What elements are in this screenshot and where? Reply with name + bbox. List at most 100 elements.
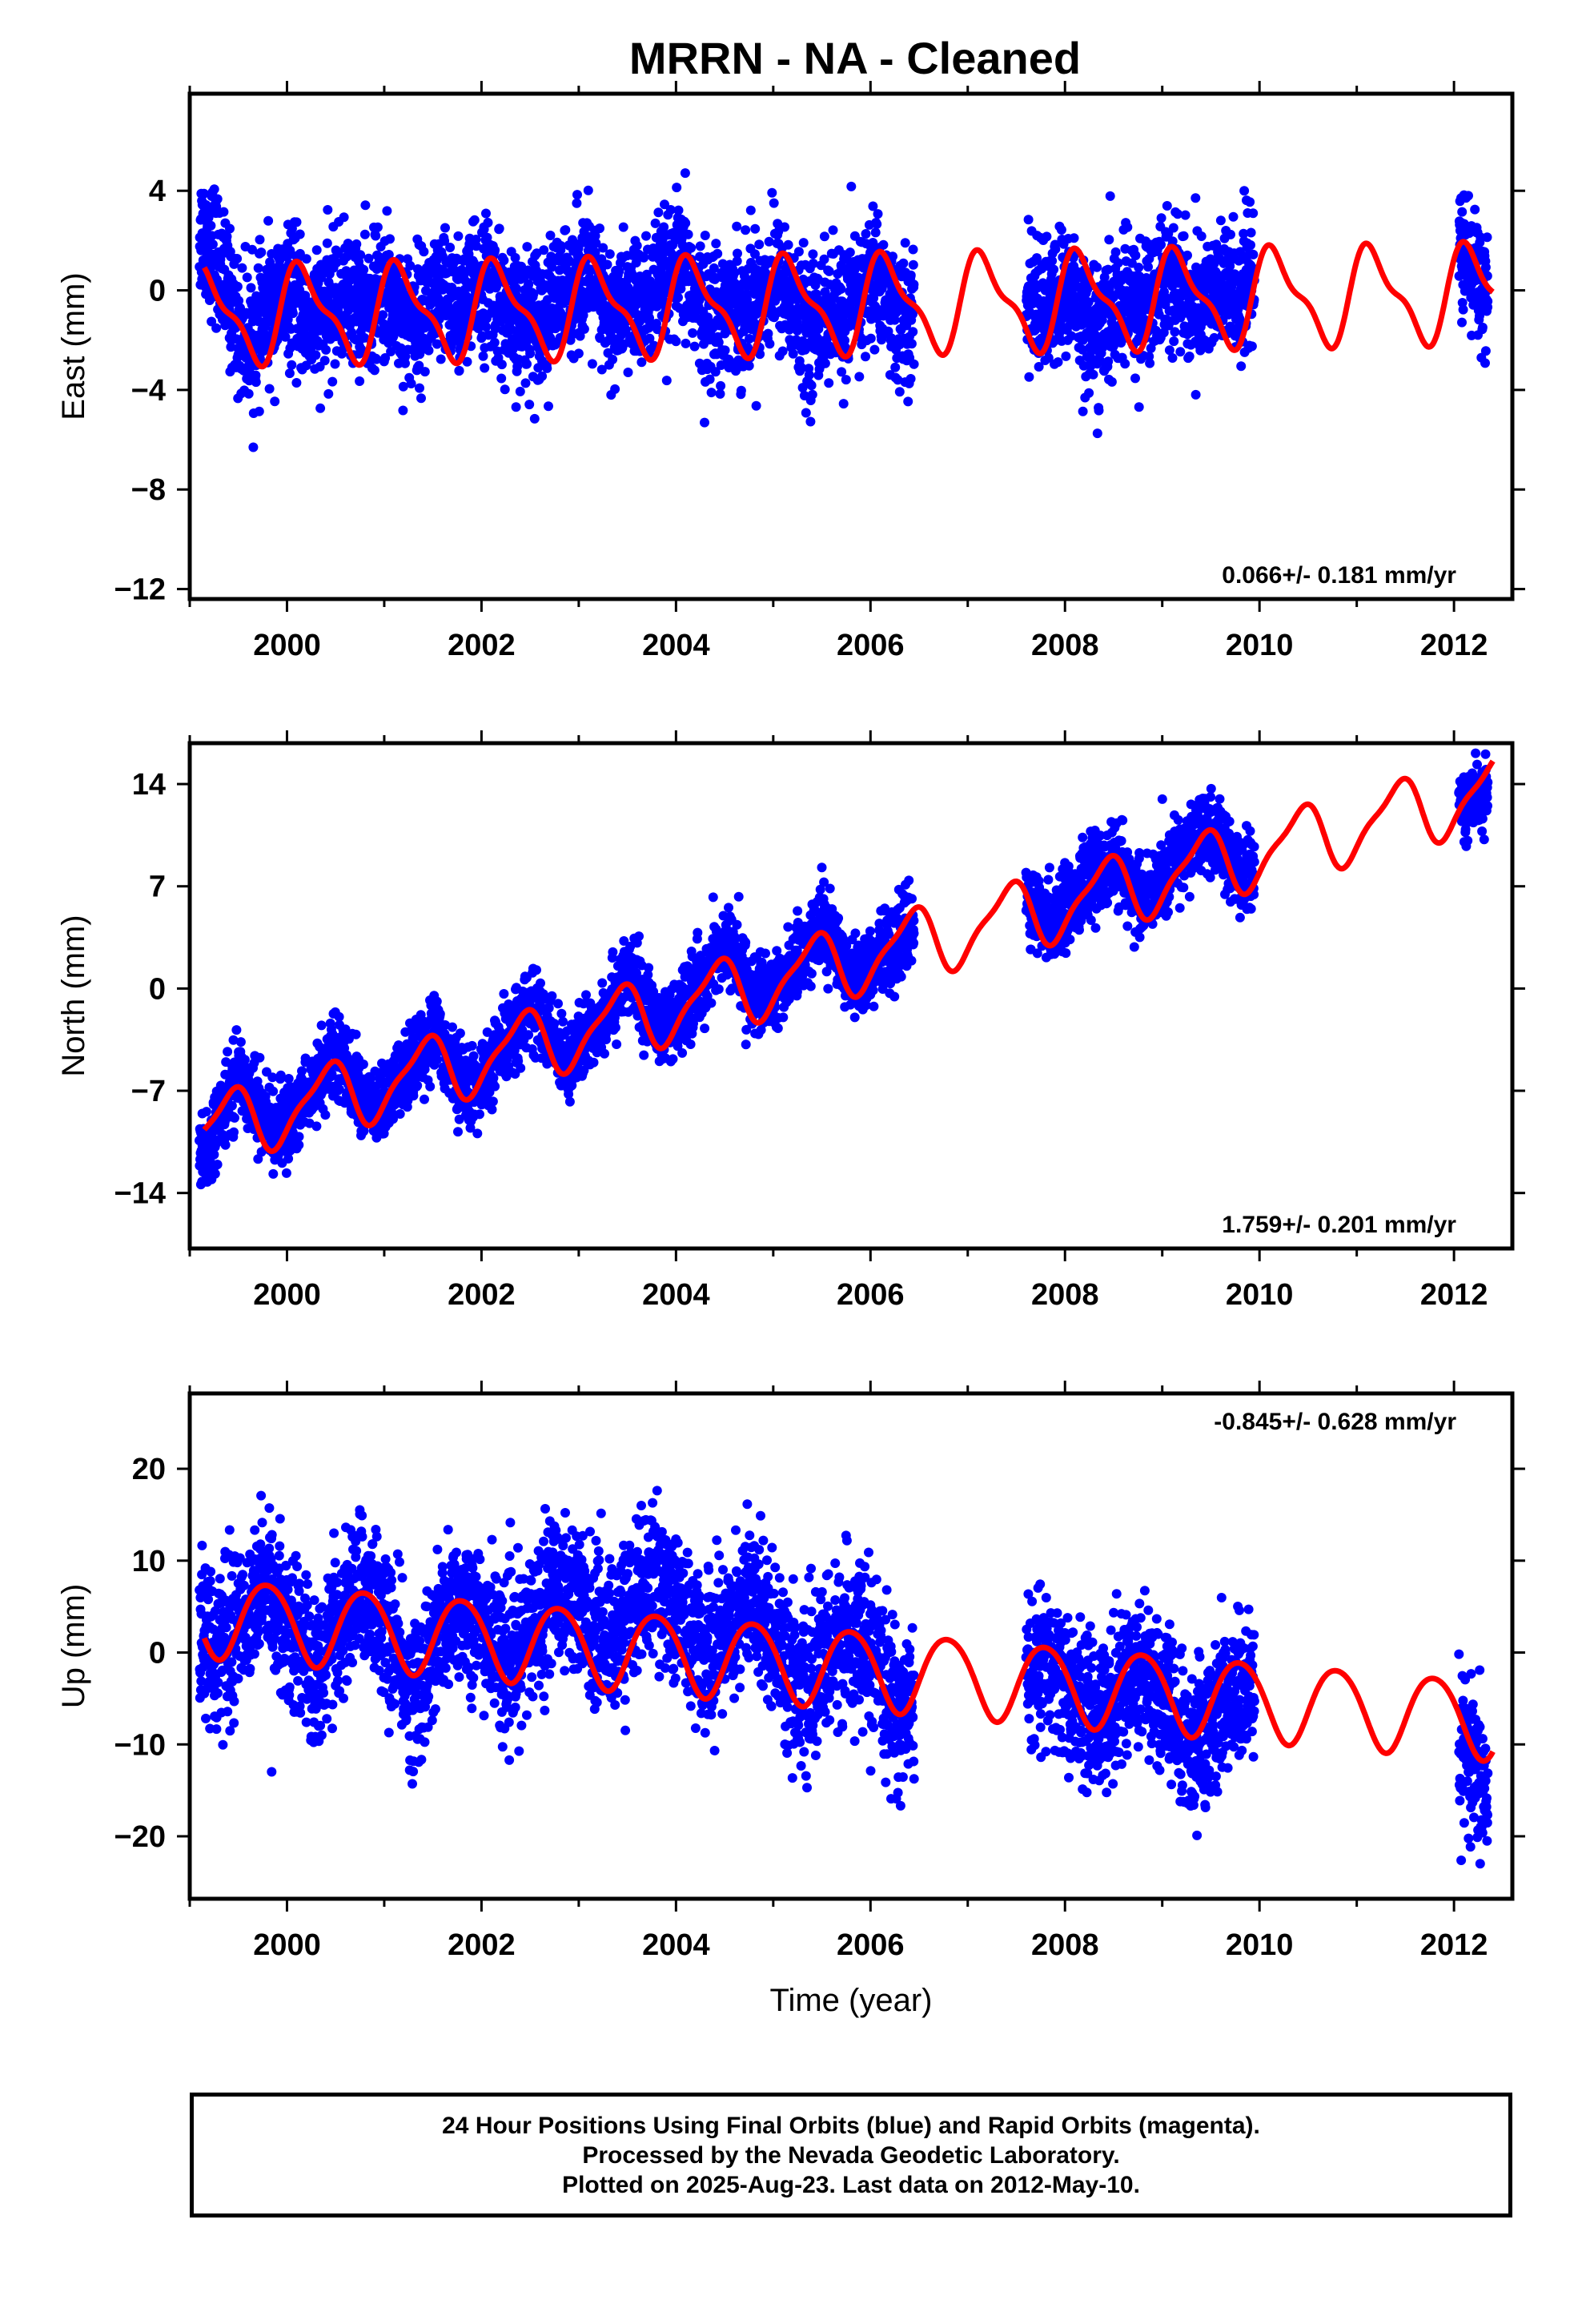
data-point [545,231,556,240]
data-point [227,1100,237,1111]
data-point [248,442,259,452]
data-point [264,384,275,394]
data-point [716,380,726,391]
data-point [212,1160,223,1170]
data-point [380,353,391,363]
data-point [838,399,849,409]
data-point [845,247,855,258]
data-point [1104,235,1114,245]
data-point [287,308,298,319]
data-point [672,183,682,193]
data-point [287,360,297,370]
data-point [453,231,464,241]
data-point [750,249,760,259]
data-point [1069,233,1079,243]
data-point [906,339,917,349]
y-tick-label: −4 [131,374,166,408]
data-point [905,270,916,280]
data-point [788,348,798,359]
data-point [808,249,818,259]
data-point [256,247,267,258]
data-point [398,405,408,416]
x-tick-label: 2008 [1031,629,1099,662]
data-point [327,376,338,387]
data-point [610,384,620,394]
data-point [575,331,585,341]
data-point [283,1153,294,1164]
data-point [440,235,450,246]
data-point [496,360,507,370]
data-point [1457,317,1467,328]
data-point [1246,227,1256,238]
data-point [854,372,865,382]
data-point [572,198,582,208]
data-point [908,244,918,255]
data-point [355,250,366,260]
data-point [732,221,742,231]
north-panel: 2000 2002 2004 2006 2008 2010 20121470−7−14Nor… [56,730,1525,1312]
data-point [529,413,540,424]
data-point [908,327,918,337]
data-point [733,248,742,259]
data-point [511,283,521,294]
data-point [1239,186,1250,196]
data-point [720,345,730,356]
data-point [254,406,264,416]
data-point [1236,361,1247,372]
data-point [1042,231,1052,242]
data-point [483,218,493,227]
data-point [745,205,756,215]
data-point [253,263,263,273]
data-point [596,364,607,375]
data-point [1120,359,1130,369]
data-point [356,344,367,355]
data-point [861,229,871,239]
data-point [713,337,724,348]
observation-points [195,168,1493,452]
data-point [1170,327,1180,337]
data-point [1246,240,1255,250]
data-point [681,338,691,348]
y-tick-label: −8 [131,473,166,507]
data-point [909,359,919,369]
x-tick-label: 2004 [642,629,710,662]
data-point [333,248,343,259]
data-point [316,1020,327,1031]
data-point [496,373,507,384]
data-point [385,234,395,244]
data-point [1049,264,1059,275]
data-point [579,324,589,334]
data-point [382,206,392,216]
data-point [777,346,788,356]
data-point [515,386,525,396]
data-point [798,238,809,248]
data-point [263,215,274,226]
data-point [351,1029,361,1039]
data-point [330,359,340,369]
data-point [676,283,686,294]
data-point [909,279,919,290]
data-point [230,1112,239,1123]
data-point [861,352,870,362]
data-point [689,341,700,352]
data-point [207,316,217,327]
data-point [865,333,876,344]
data-point [819,231,829,242]
data-point [207,239,218,250]
data-point [1248,249,1259,259]
y-axis-label: East (mm) [56,272,91,420]
x-tick-label: 2010 [1226,629,1294,662]
data-point [894,387,905,397]
data-point [406,379,416,388]
data-point [283,1074,294,1084]
data-point [295,229,305,239]
data-point [713,248,723,259]
data-point [414,360,424,371]
data-point [736,385,746,396]
data-point [323,205,333,215]
data-point [490,245,500,255]
data-point [251,377,261,388]
data-point [1103,356,1114,367]
data-point [1122,222,1133,232]
data-point [870,227,881,238]
